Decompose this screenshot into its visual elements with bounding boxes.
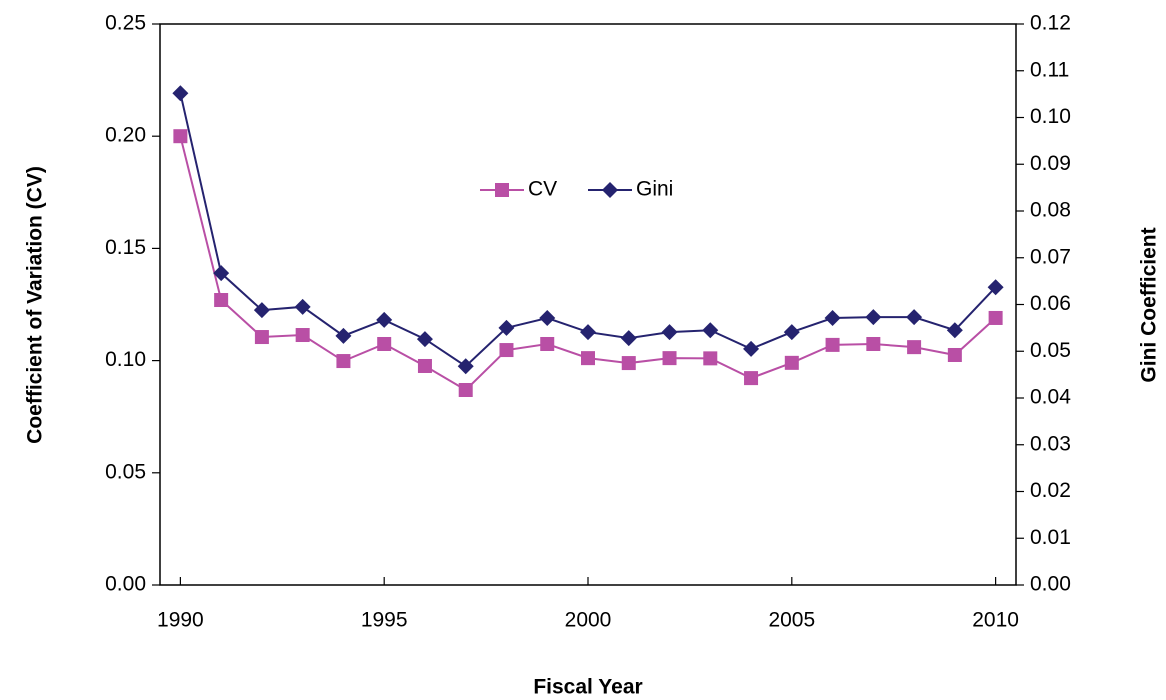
point <box>499 343 514 358</box>
y2-tick-label: 0.07 <box>1030 245 1071 268</box>
point <box>702 322 719 339</box>
point <box>417 358 432 373</box>
point <box>620 330 637 347</box>
point <box>253 302 270 319</box>
point <box>540 336 555 351</box>
point <box>336 354 351 369</box>
plot-frame <box>159 23 1017 586</box>
y2-tick-label: 0.08 <box>1030 199 1071 222</box>
point <box>172 85 189 102</box>
x-tick-label: 2010 <box>972 609 1019 632</box>
point <box>783 324 800 341</box>
y2-tick-label: 0.11 <box>1030 58 1069 81</box>
point <box>295 328 310 343</box>
point <box>907 340 922 355</box>
legend-label: Gini <box>636 178 673 201</box>
x-tick-label: 1995 <box>361 609 408 632</box>
point <box>377 336 392 351</box>
legend-marker <box>602 182 618 198</box>
y2-tick-label: 0.12 <box>1030 12 1071 35</box>
y-tick-label: 0.05 <box>105 460 146 483</box>
point <box>866 336 881 351</box>
legend-label: CV <box>528 178 557 201</box>
point <box>865 309 882 326</box>
point <box>947 347 962 362</box>
y2-tick-label: 0.05 <box>1030 339 1071 362</box>
point <box>173 129 188 144</box>
y-tick-label: 0.00 <box>105 573 146 596</box>
point <box>539 310 556 327</box>
point <box>376 311 393 328</box>
y2-tick-label: 0.00 <box>1030 573 1071 596</box>
point <box>213 265 230 282</box>
y-axis-title: Coefficient of Variation (CV) <box>24 166 47 444</box>
y2-tick-label: 0.01 <box>1030 526 1071 549</box>
point <box>294 298 311 315</box>
x-axis-title: Fiscal Year <box>533 676 642 699</box>
y-tick-label: 0.10 <box>105 348 146 371</box>
point <box>581 351 595 366</box>
point <box>784 355 799 370</box>
point <box>824 310 841 327</box>
point <box>580 324 596 341</box>
y2-tick-label: 0.10 <box>1030 105 1071 128</box>
x-tick-label: 2005 <box>768 609 815 632</box>
point <box>662 351 677 366</box>
point <box>743 340 760 357</box>
y2-tick-label: 0.06 <box>1030 292 1071 315</box>
y-tick-label: 0.20 <box>105 124 146 147</box>
x-tick-label: 2000 <box>565 609 612 632</box>
point <box>416 331 433 348</box>
point <box>744 371 759 386</box>
point <box>458 382 473 397</box>
x-tick-label: 1990 <box>157 609 204 632</box>
y2-tick-label: 0.09 <box>1030 152 1071 175</box>
y2-tick-label: 0.03 <box>1030 432 1071 455</box>
point <box>703 351 718 366</box>
point <box>457 358 474 375</box>
point <box>946 322 963 339</box>
y-tick-label: 0.15 <box>105 236 146 259</box>
y-tick-label: 0.25 <box>105 12 146 35</box>
point <box>254 330 269 345</box>
point <box>988 310 1003 325</box>
point <box>987 279 1004 296</box>
y2-axis-title: Gini Coefficient <box>1138 227 1161 382</box>
point <box>621 356 636 371</box>
point <box>335 327 352 344</box>
point <box>906 309 923 326</box>
y2-tick-label: 0.04 <box>1030 386 1071 409</box>
point <box>661 324 678 341</box>
point <box>498 319 515 336</box>
point <box>214 293 229 308</box>
y2-tick-label: 0.02 <box>1030 479 1071 502</box>
legend-marker <box>495 183 509 197</box>
point <box>825 337 840 352</box>
